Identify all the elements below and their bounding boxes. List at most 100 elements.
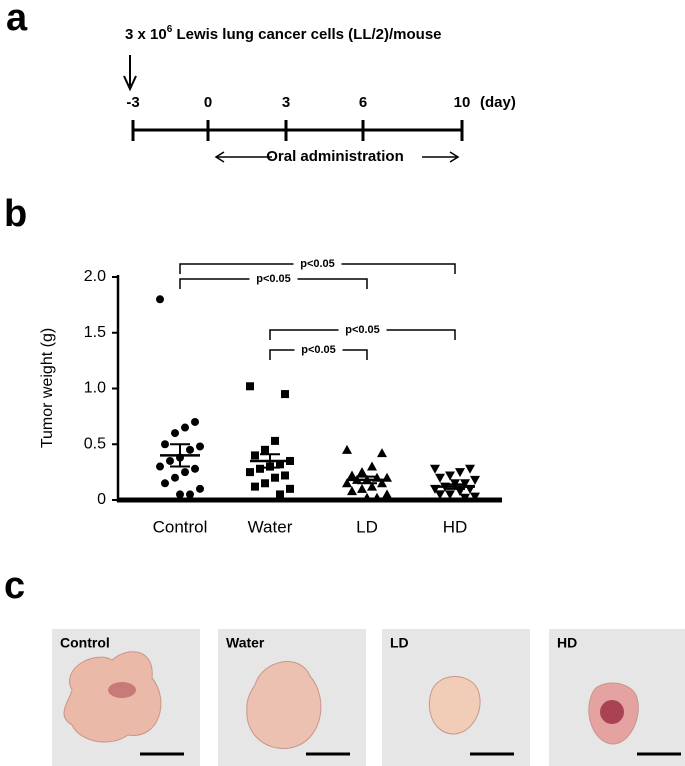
photo-label: Control: [60, 635, 110, 651]
data-point: [276, 490, 284, 499]
data-point: [460, 493, 470, 503]
photo-label: Water: [226, 635, 265, 651]
panel-label: a: [6, 0, 28, 39]
data-point: [246, 468, 254, 477]
data-point: [445, 471, 455, 481]
treatment-label: Oral administration: [266, 148, 404, 165]
photo-label: LD: [390, 635, 409, 651]
error-bar: [170, 443, 190, 468]
cells-prefix: 3 x 10: [125, 26, 167, 43]
panel-label: c: [4, 565, 25, 607]
data-point: [435, 473, 445, 483]
panel-label: b: [4, 193, 27, 235]
data-point: [367, 461, 377, 471]
y-tick-label: 0.5: [84, 435, 106, 452]
label-bg: [293, 257, 342, 271]
label-bg: [294, 343, 343, 357]
data-point: [367, 481, 377, 491]
data-point: [281, 471, 289, 480]
day-label: 6: [359, 94, 367, 111]
tumor: [63, 651, 162, 743]
day-unit: (day): [480, 94, 516, 111]
cells-exponent: 6: [167, 24, 173, 35]
data-point: [261, 445, 269, 454]
data-point: [176, 490, 184, 499]
data-point: [161, 440, 169, 449]
data-point: [286, 484, 294, 493]
data-point: [171, 429, 179, 438]
cells-text: 3 x 106 Lewis lung cancer cells (LL/2)/m…: [125, 24, 442, 43]
data-point: [372, 492, 382, 502]
y-tick-label: 1.5: [84, 324, 106, 341]
data-point: [465, 464, 475, 474]
data-point: [445, 490, 455, 500]
treatment-arrowhead: [449, 151, 460, 163]
day-label: 10: [454, 94, 471, 111]
data-point: [271, 436, 279, 445]
data-point: [156, 295, 164, 304]
data-point: [271, 473, 279, 482]
data-point: [171, 473, 179, 482]
data-point: [181, 468, 189, 477]
data-point: [430, 464, 440, 474]
day-label: 0: [204, 94, 212, 111]
day-label: 3: [282, 94, 290, 111]
significance-label: p<0.05: [300, 258, 335, 270]
y-tick-label: 2.0: [84, 268, 106, 285]
y-tick-label: 0: [97, 491, 106, 508]
data-point: [256, 464, 264, 473]
x-tick-label: Control: [153, 517, 208, 536]
data-point: [382, 489, 392, 499]
data-point: [261, 479, 269, 488]
tumor: [246, 661, 322, 749]
data-point: [362, 492, 372, 502]
significance-label: p<0.05: [345, 324, 380, 336]
tumor-lesion: [600, 700, 624, 724]
data-point: [347, 486, 357, 496]
y-tick-label: 1.0: [84, 380, 106, 397]
data-point: [357, 483, 367, 493]
data-point: [377, 478, 387, 488]
x-tick-label: HD: [443, 517, 468, 536]
tumor: [428, 676, 481, 735]
x-tick-label: Water: [248, 517, 293, 536]
data-point: [196, 484, 204, 493]
significance-label: p<0.05: [301, 344, 336, 356]
y-axis-title: Tumor weight (g): [39, 328, 56, 448]
data-point: [455, 468, 465, 478]
data-point: [342, 478, 352, 488]
data-point: [251, 482, 259, 491]
error-bar: [445, 483, 465, 490]
error-bar: [357, 475, 377, 485]
data-point: [166, 456, 174, 465]
x-tick-label: LD: [356, 517, 378, 536]
data-point: [156, 462, 164, 471]
data-point: [196, 442, 204, 451]
data-point: [377, 448, 387, 458]
data-point: [191, 464, 199, 473]
data-point: [347, 470, 357, 480]
data-point: [251, 451, 259, 460]
label-bg: [249, 272, 298, 286]
significance-label: p<0.05: [256, 273, 291, 285]
error-bar: [260, 453, 280, 469]
data-point: [435, 490, 445, 500]
data-point: [470, 492, 480, 502]
injection-arrowhead: [123, 75, 137, 92]
data-point: [276, 460, 284, 469]
cells-suffix: Lewis lung cancer cells (LL/2)/mouse: [172, 26, 441, 43]
data-point: [470, 475, 480, 485]
data-point: [191, 417, 199, 426]
data-point: [161, 479, 169, 488]
treatment-arrowhead: [214, 151, 225, 163]
photo-label: HD: [557, 635, 577, 651]
tumor-lesion: [108, 682, 136, 698]
data-point: [186, 490, 194, 499]
data-point: [246, 382, 254, 391]
data-point: [281, 390, 289, 399]
data-point: [342, 444, 352, 454]
data-point: [181, 423, 189, 432]
label-bg: [338, 323, 387, 337]
data-point: [357, 467, 367, 477]
